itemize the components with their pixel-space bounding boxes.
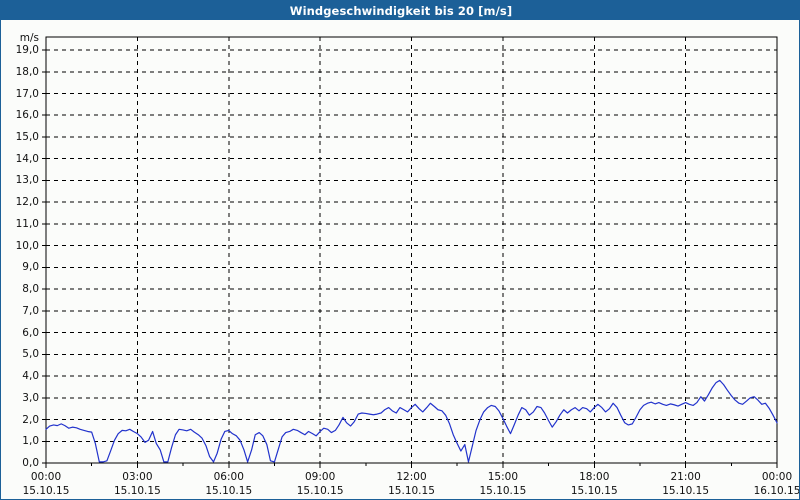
- y-axis-tick-label: 6,0: [22, 326, 39, 339]
- x-axis-date-label: 15.10.15: [662, 485, 710, 497]
- wind-speed-line-chart: [42, 36, 778, 468]
- x-axis-date-label: 15.10.15: [113, 485, 161, 497]
- x-axis-time-label: 12:00: [396, 471, 427, 483]
- y-axis-tick-label: 1,0: [22, 435, 39, 448]
- vertical-gridlines: [136, 37, 687, 463]
- x-axis-time-label: 00:00: [761, 471, 793, 483]
- y-axis-tick-label: 12,0: [15, 196, 39, 209]
- y-axis-unit-label: m/s: [19, 32, 39, 44]
- y-axis-tick-label: 14,0: [15, 152, 39, 165]
- wind-speed-series-line: [45, 379, 778, 463]
- y-axis-tick-label: 2,0: [22, 413, 39, 426]
- y-axis-tick-label: 11,0: [15, 217, 39, 230]
- x-axis-date-label: 15.10.15: [570, 485, 618, 497]
- plot-frame-border: [45, 36, 778, 464]
- y-axis-tick-label: 0,0: [22, 457, 39, 469]
- x-axis-time-label: 18:00: [579, 471, 610, 483]
- y-axis-tick-label: 10,0: [15, 239, 39, 252]
- y-axis-tick-label: 5,0: [22, 348, 39, 361]
- x-axis-date-label: 15.10.15: [205, 485, 253, 497]
- y-axis-tick-label: 17,0: [15, 87, 39, 100]
- y-axis-tick-label: 16,0: [15, 109, 39, 122]
- x-axis-time-label: 15:00: [487, 471, 519, 483]
- x-axis-date-label: 15.10.15: [479, 485, 527, 497]
- horizontal-gridlines: [46, 49, 777, 442]
- y-axis-tick-label: 3,0: [22, 391, 39, 404]
- y-axis-tick-label: 15,0: [15, 130, 39, 143]
- y-axis-tick-label: 9,0: [22, 261, 39, 274]
- x-axis-date-label: 15.10.15: [22, 485, 70, 497]
- x-axis-time-label: 00:00: [30, 471, 62, 483]
- chart-plot-container: 19,0 18,0 17,0 16,0 15,0 14,0 13,0 12,0 11,0 10,0…: [1, 20, 800, 499]
- y-axis-tick-label: 19,0: [15, 44, 39, 57]
- x-axis-time-label: 09:00: [304, 471, 336, 483]
- y-axis-tick-label: 4,0: [22, 370, 39, 383]
- window-title-bar: Windgeschwindigkeit bis 20 [m/s]: [1, 1, 799, 20]
- y-axis-tick-label: 18,0: [15, 65, 39, 78]
- x-axis-time-label: 06:00: [213, 471, 244, 483]
- x-axis-time-label: 03:00: [122, 471, 153, 483]
- x-axis-date-label: 15.10.15: [296, 485, 344, 497]
- x-axis-date-label: 16.10.15: [753, 485, 800, 497]
- x-axis-time-label: 21:00: [670, 471, 701, 483]
- major-axis-ticks: [42, 49, 778, 468]
- x-axis-date-label: 15.10.15: [388, 485, 435, 497]
- y-axis-tick-label: 13,0: [15, 174, 39, 187]
- y-axis-tick-label: 8,0: [22, 283, 39, 296]
- page-title: Windgeschwindigkeit bis 20 [m/s]: [289, 3, 513, 18]
- y-axis-tick-label: 7,0: [22, 304, 39, 317]
